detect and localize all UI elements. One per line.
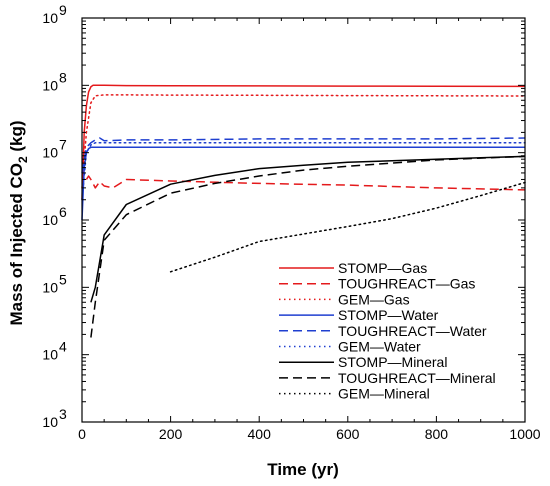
legend-label: STOMP—Mineral <box>338 354 447 370</box>
legend-label: TOUGHREACT—Gas <box>338 276 475 292</box>
series-line <box>81 94 526 189</box>
y-tick-label: 10 <box>42 212 58 228</box>
legend-label: GEM—Gas <box>338 291 410 307</box>
legend-label: TOUGHREACT—Water <box>338 323 487 339</box>
legend-label: TOUGHREACT—Mineral <box>338 370 496 386</box>
y-tick-label: 10 <box>42 10 58 26</box>
y-tick-label-exponent: 4 <box>59 339 67 355</box>
y-tick-label-base: 10 <box>42 10 58 26</box>
series-line <box>169 181 526 273</box>
y-tick-label-base: 10 <box>42 145 58 161</box>
legend-label: STOMP—Water <box>338 307 439 323</box>
series-line <box>81 84 526 200</box>
x-tick-label: 0 <box>78 426 86 442</box>
y-tick-label-exponent: 9 <box>59 2 67 18</box>
y-tick-label: 10 <box>42 77 58 93</box>
y-axis-title: Mass of Injected CO2 (kg) <box>7 120 30 325</box>
series-line <box>81 137 526 174</box>
legend-label: STOMP—Gas <box>338 260 427 276</box>
x-axis-title: Time (yr) <box>267 460 339 479</box>
y-tick-label-base: 10 <box>42 414 58 430</box>
x-tick-label: 400 <box>248 426 272 442</box>
y-tick-label-exponent: 3 <box>59 406 67 422</box>
plot-area <box>82 18 525 422</box>
legend-label: GEM—Mineral <box>338 386 430 402</box>
y-tick-label-base: 10 <box>42 77 58 93</box>
y-tick-label-exponent: 5 <box>59 271 67 287</box>
x-tick-label: 1000 <box>509 426 540 442</box>
y-tick-label-exponent: 8 <box>59 69 67 85</box>
y-tick-label-exponent: 7 <box>59 137 67 153</box>
y-tick-label-base: 10 <box>42 212 58 228</box>
y-tick-label: 10 <box>42 347 58 363</box>
y-tick-label: 10 <box>42 145 58 161</box>
legend: STOMP—GasTOUGHREACT—GasGEM—GasSTOMP—Wate… <box>279 260 496 402</box>
y-axis-title-subscript: 2 <box>16 156 30 163</box>
y-axis-title-suffix: (kg) <box>7 120 26 156</box>
x-tick-label: 200 <box>159 426 183 442</box>
legend-label: GEM—Water <box>338 339 421 355</box>
series-line <box>85 175 526 191</box>
y-tick-label: 10 <box>42 279 58 295</box>
series-layer <box>81 84 526 338</box>
y-tick-label-base: 10 <box>42 347 58 363</box>
plot-background <box>82 18 525 422</box>
y-axis-title-prefix: Mass of Injected CO <box>7 163 26 325</box>
x-tick-label: 600 <box>336 426 360 442</box>
y-tick-label-base: 10 <box>42 279 58 295</box>
plot-frame <box>81 17 526 423</box>
x-tick-label: 800 <box>425 426 449 442</box>
series-line <box>81 142 526 201</box>
series-line <box>90 155 526 338</box>
y-tick-label: 10 <box>42 414 58 430</box>
y-tick-label-exponent: 6 <box>59 204 67 220</box>
